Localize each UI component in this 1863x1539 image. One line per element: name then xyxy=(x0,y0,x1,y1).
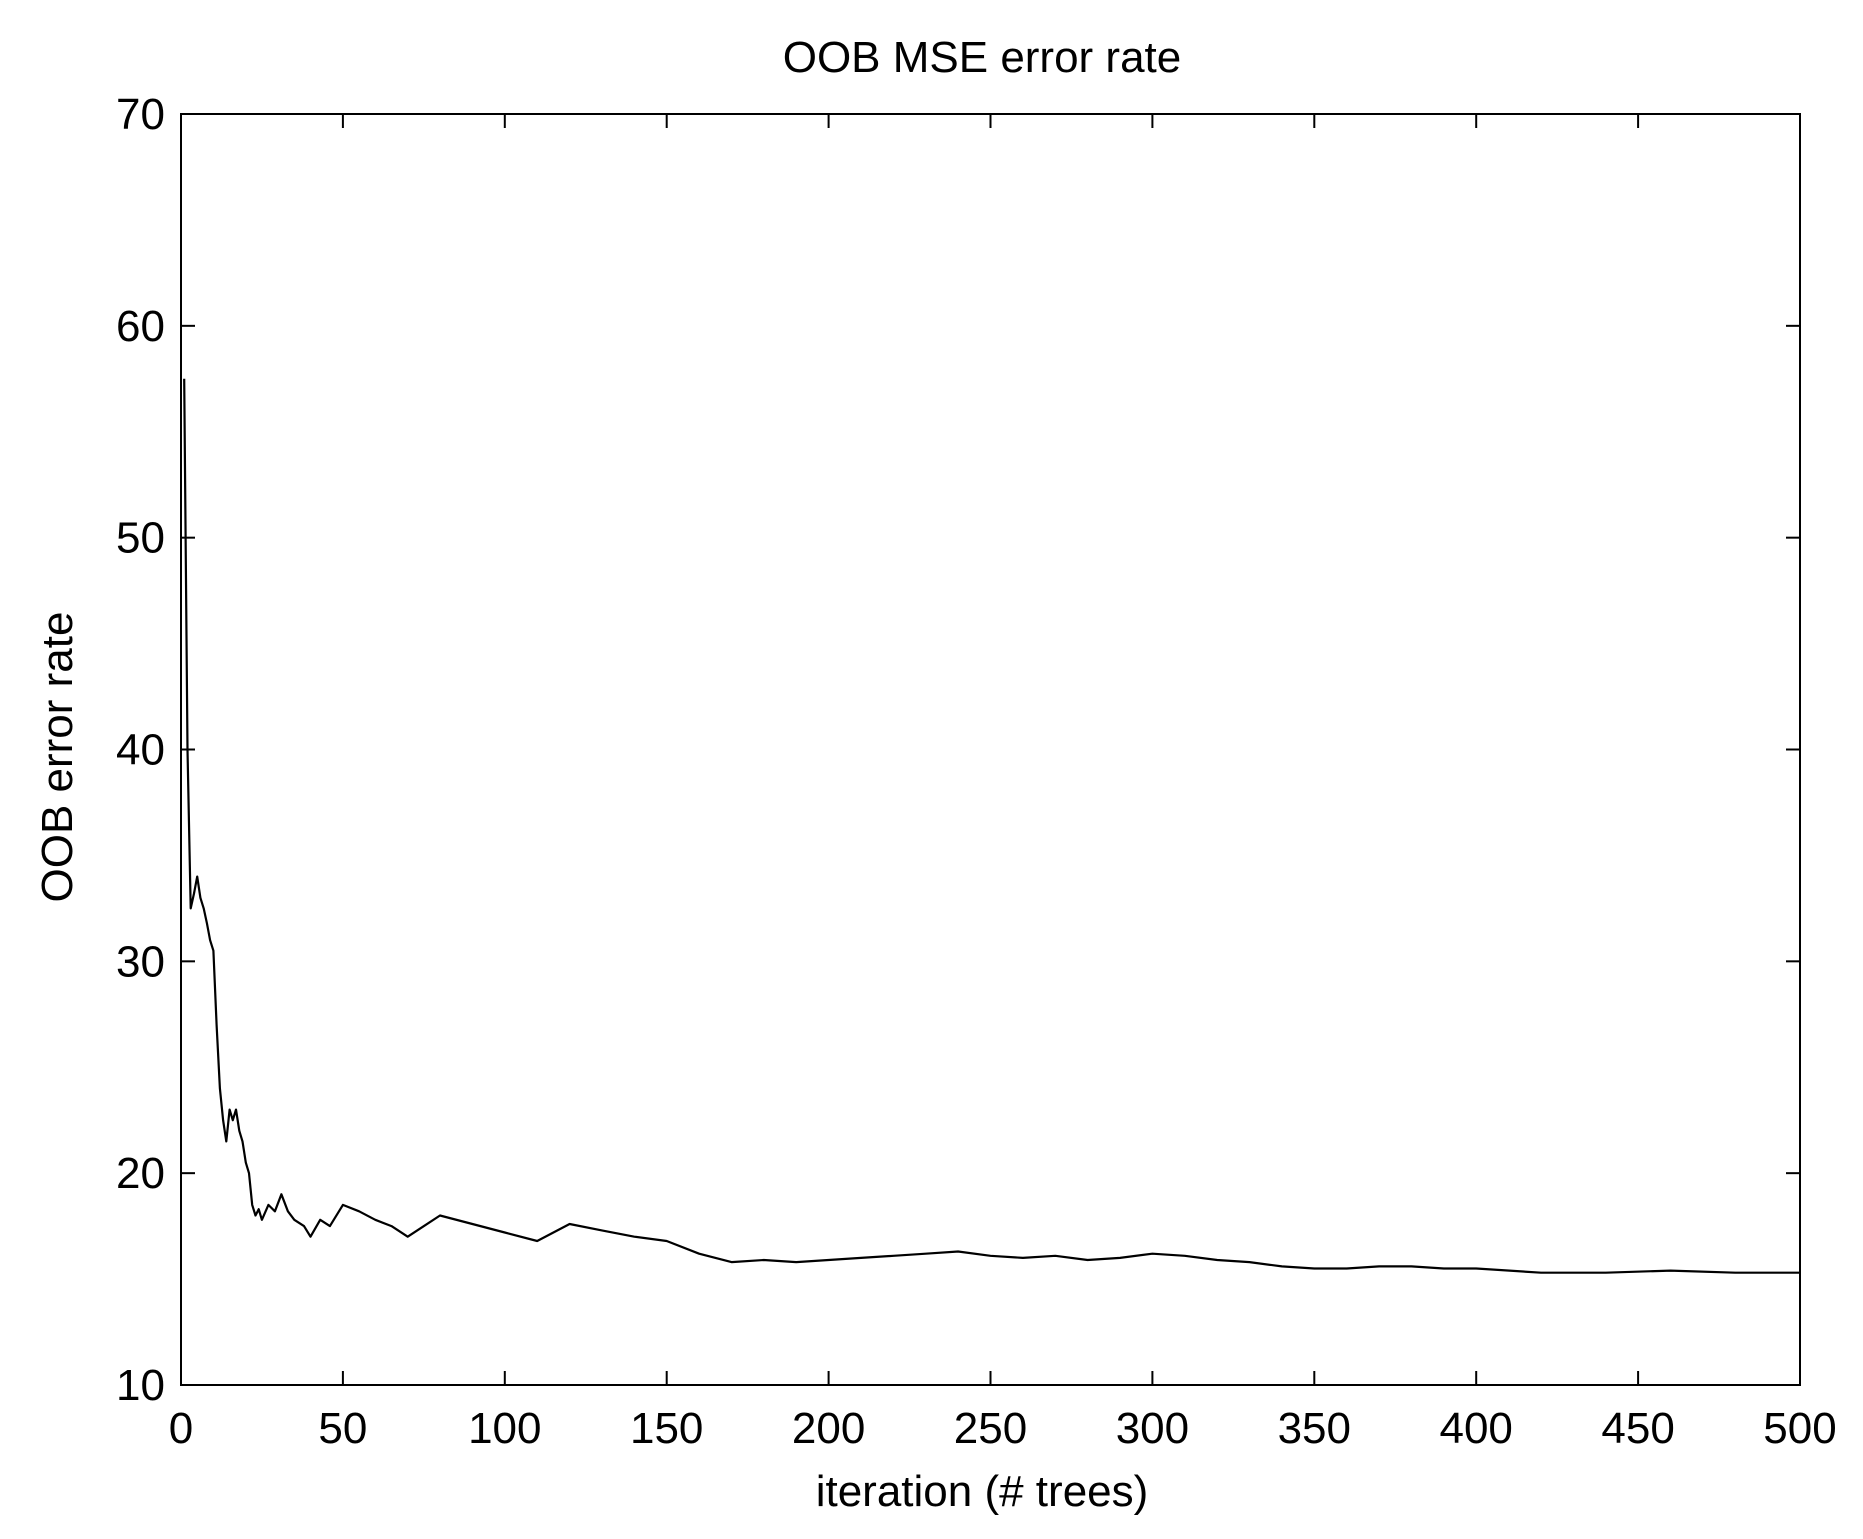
y-axis-label: OOB error rate xyxy=(33,612,82,903)
x-tick-label: 400 xyxy=(1439,1404,1512,1453)
x-tick-label: 500 xyxy=(1763,1404,1836,1453)
x-tick-label: 0 xyxy=(169,1404,193,1453)
x-tick-label: 100 xyxy=(468,1404,541,1453)
chart-title: OOB MSE error rate xyxy=(783,33,1182,82)
x-tick-label: 250 xyxy=(954,1404,1027,1453)
y-tick-label: 50 xyxy=(116,514,165,563)
y-tick-label: 10 xyxy=(116,1361,165,1410)
y-tick-label: 20 xyxy=(116,1149,165,1198)
x-tick-label: 150 xyxy=(630,1404,703,1453)
series-layer xyxy=(183,378,1800,1274)
y-axis-tick-labels: 10 20 30 40 50 60 70 xyxy=(116,90,165,1410)
y-tick-label: 40 xyxy=(116,726,165,775)
y-tick-label: 70 xyxy=(116,90,165,139)
x-tick-label: 50 xyxy=(318,1404,367,1453)
x-tick-label: 450 xyxy=(1601,1404,1674,1453)
y-tick-label: 30 xyxy=(116,937,165,986)
x-axis-label: iteration (# trees) xyxy=(816,1467,1149,1516)
y-tick-label: 60 xyxy=(116,302,165,351)
x-tick-label: 350 xyxy=(1278,1404,1351,1453)
series-line xyxy=(183,378,1800,1274)
x-tick-label: 200 xyxy=(792,1404,865,1453)
x-tick-label: 300 xyxy=(1116,1404,1189,1453)
axis-ticks xyxy=(180,113,1801,1386)
x-axis-tick-labels: 0 50 100 150 200 250 300 350 400 450 500 xyxy=(169,1404,1837,1453)
